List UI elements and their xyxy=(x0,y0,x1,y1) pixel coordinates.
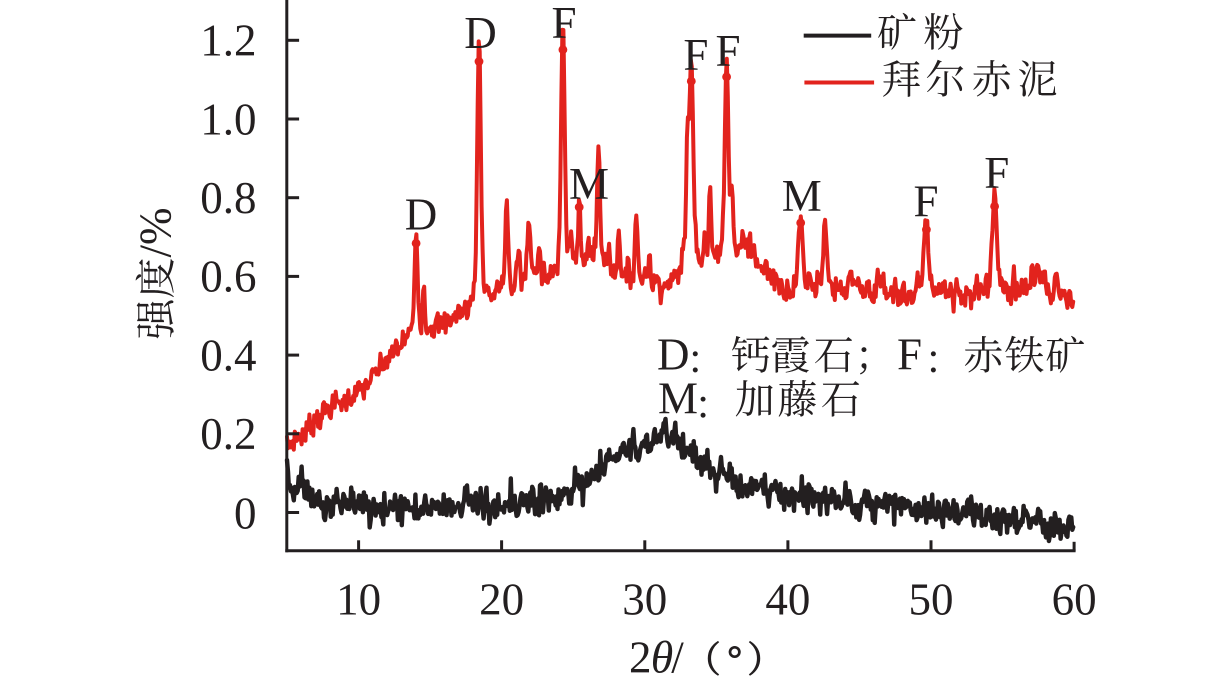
svg-text:30: 30 xyxy=(622,575,667,625)
svg-text:D: D xyxy=(657,330,690,380)
svg-text:F: F xyxy=(683,30,708,80)
svg-text:M: M xyxy=(658,374,698,424)
svg-text:/: / xyxy=(671,633,684,683)
svg-text:50: 50 xyxy=(909,575,954,625)
svg-text:F: F xyxy=(913,177,938,227)
svg-text:θ: θ xyxy=(651,633,674,683)
svg-text:/%: /% xyxy=(131,208,181,258)
svg-text:1.0: 1.0 xyxy=(200,94,256,144)
svg-text:F: F xyxy=(715,26,740,76)
svg-text:F: F xyxy=(551,0,576,48)
svg-text:0.2: 0.2 xyxy=(200,409,256,459)
svg-text:40: 40 xyxy=(765,575,810,625)
svg-text:F: F xyxy=(984,148,1009,198)
svg-text:D: D xyxy=(405,190,438,240)
svg-text:0.4: 0.4 xyxy=(200,330,256,380)
svg-text:0: 0 xyxy=(234,489,257,539)
svg-text:60: 60 xyxy=(1052,575,1097,625)
svg-text:20: 20 xyxy=(479,575,524,625)
svg-text:D: D xyxy=(464,8,497,58)
svg-text:M: M xyxy=(782,171,822,221)
svg-text:F: F xyxy=(897,330,922,380)
svg-text:10: 10 xyxy=(336,575,381,625)
svg-text:0.6: 0.6 xyxy=(200,252,256,302)
svg-text:M: M xyxy=(569,159,609,209)
svg-text:1.2: 1.2 xyxy=(200,16,256,66)
svg-text:0.8: 0.8 xyxy=(200,173,256,223)
svg-text:2: 2 xyxy=(629,633,652,683)
